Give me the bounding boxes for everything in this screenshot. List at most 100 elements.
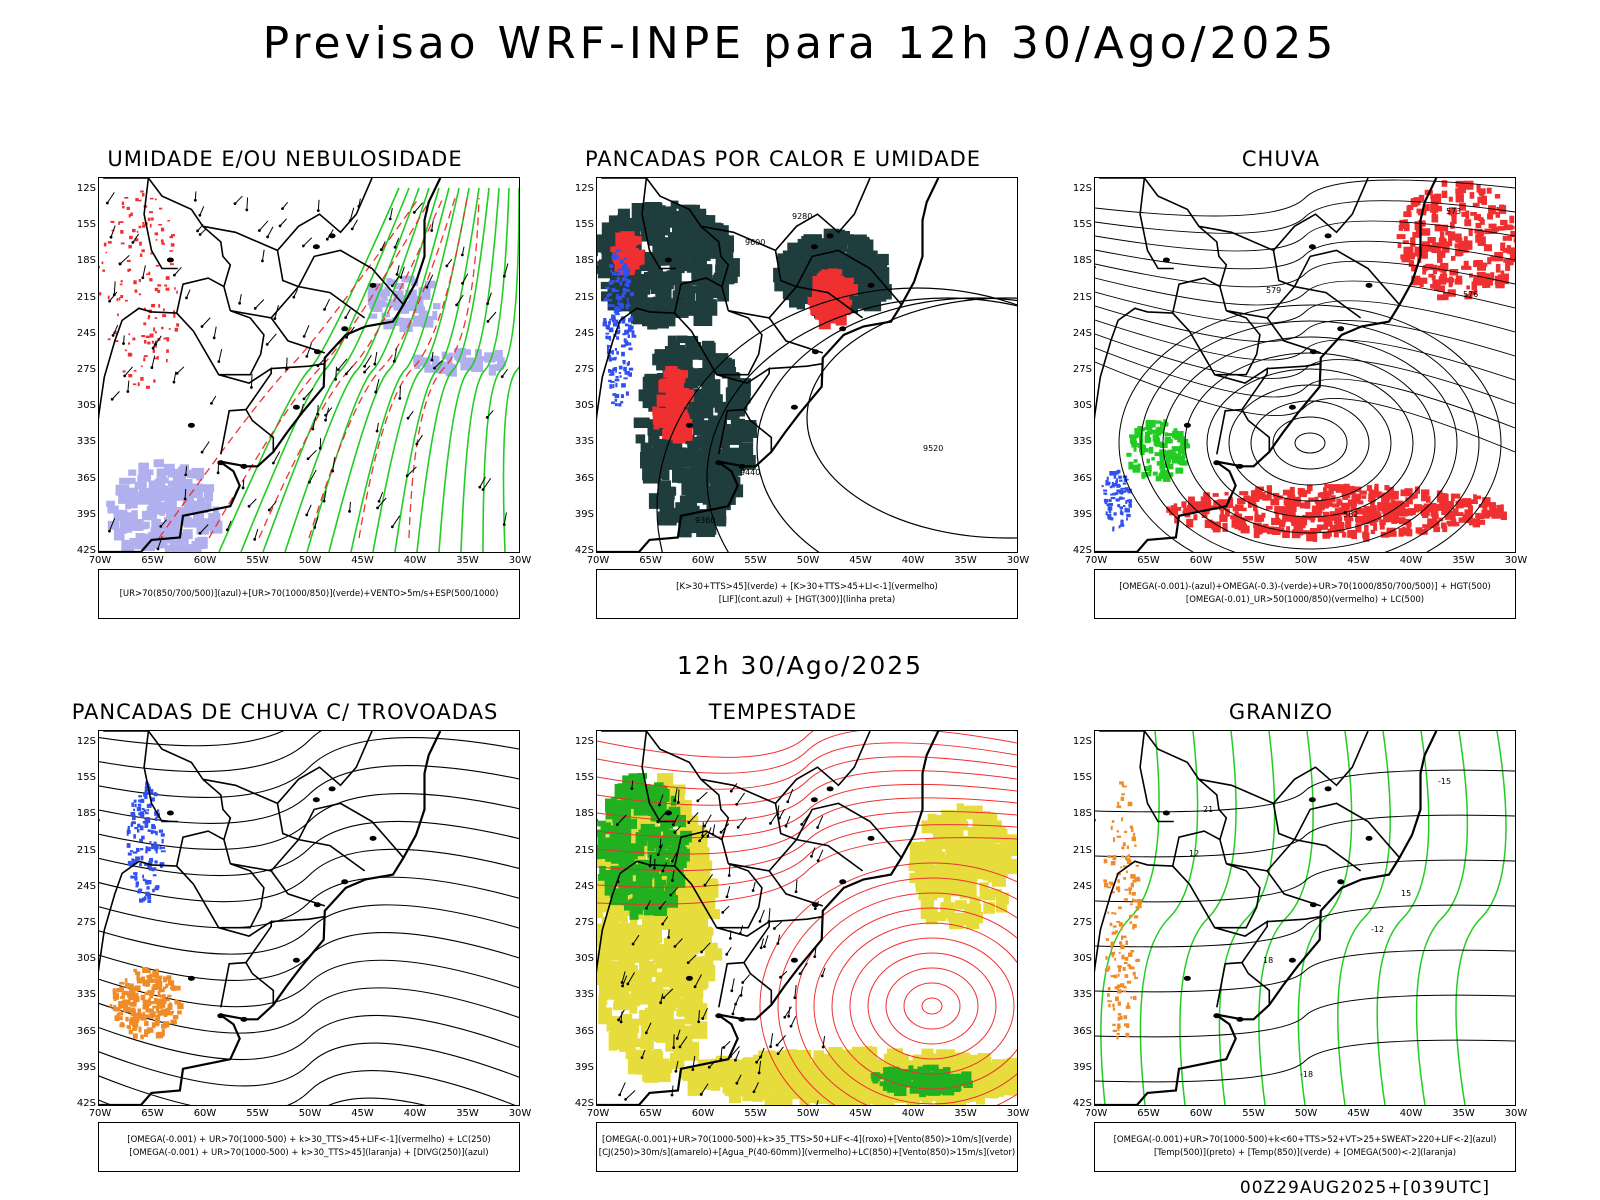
- wind-vector-head: [455, 303, 459, 307]
- wind-850-vector: [756, 1054, 763, 1063]
- wind-850-green-area: [613, 820, 619, 830]
- rain-red-area: [1437, 205, 1443, 212]
- rain-red-area: [1473, 260, 1481, 268]
- convection-orange-area: [148, 1029, 154, 1033]
- streamline-850: [885, 967, 979, 1045]
- wind-850-vector: [821, 967, 826, 977]
- lifted-index-contour: [609, 384, 612, 389]
- humidity-mid-level-area: [412, 315, 422, 327]
- jet-yellow-area: [686, 815, 699, 834]
- omega-orange-area: [1103, 859, 1108, 863]
- thickness-red-dash: [176, 323, 180, 327]
- convection-orange-area: [132, 1033, 138, 1039]
- rain-red-area: [1508, 247, 1515, 255]
- political-border: [270, 317, 326, 354]
- instability-green-area: [661, 271, 680, 282]
- instability-green-area: [738, 394, 748, 411]
- humidity-mid-level-area: [156, 468, 164, 478]
- wind-vector-head: [398, 396, 402, 400]
- instability-green-area: [774, 277, 786, 292]
- lifted-index-contour: [615, 313, 620, 316]
- humidity-mid-level-area: [212, 506, 219, 519]
- lon-tick-label: 40W: [901, 555, 925, 566]
- height-500-contour: [1118, 304, 1502, 552]
- wind-850-green-area: [888, 1077, 901, 1084]
- rain-red-area: [1191, 501, 1202, 511]
- omega-orange-area: [1110, 975, 1115, 978]
- wind-vector-head: [313, 525, 317, 529]
- divergence-blue-area: [142, 878, 146, 882]
- thickness-red-dash: [124, 197, 129, 199]
- wind-vector: [479, 476, 486, 488]
- humidity-mid-level-area: [369, 302, 381, 310]
- convection-orange-area: [128, 987, 133, 993]
- jet-yellow-area: [791, 1079, 809, 1091]
- wind-850-vector-head: [644, 1031, 648, 1035]
- wind-850-vector: [794, 984, 797, 998]
- wind-850-green-area: [647, 888, 659, 902]
- thickness-red-dash: [129, 235, 133, 240]
- wind-vector-head: [210, 402, 213, 405]
- wind-850-vector-head: [719, 830, 723, 834]
- wind-850-vector: [816, 1100, 819, 1105]
- lifted-index-contour: [608, 327, 614, 333]
- rain-red-area: [1476, 184, 1481, 193]
- rain-blue-area: [1110, 517, 1114, 521]
- jet-yellow-area: [664, 937, 674, 946]
- rain-red-area: [1432, 510, 1438, 518]
- height-300-contour: [806, 297, 1017, 539]
- wind-vector-head: [334, 378, 338, 381]
- humidity-mid-level-area: [151, 528, 160, 539]
- thickness-red-dash: [160, 227, 165, 232]
- jet-yellow-area: [991, 1069, 1007, 1078]
- wind-850-green-area: [612, 810, 622, 824]
- thickness-red-dash: [172, 310, 176, 314]
- rain-green-area: [1133, 446, 1137, 452]
- divergence-blue-area: [144, 879, 148, 883]
- rain-blue-area: [1105, 511, 1108, 516]
- wind-vector-head: [216, 471, 220, 475]
- wind-vector-head: [425, 285, 429, 289]
- jet-yellow-area: [695, 975, 707, 991]
- convection-orange-area: [177, 1003, 184, 1010]
- rain-blue-area: [1128, 499, 1133, 504]
- convection-orange-area: [113, 1006, 119, 1010]
- rain-red-area: [1448, 240, 1453, 247]
- convection-orange-area: [135, 1017, 140, 1023]
- omega-orange-area: [1119, 1015, 1123, 1020]
- wind-850-green-area: [676, 848, 690, 862]
- political-border: [99, 860, 177, 973]
- convection-orange-area: [144, 982, 151, 986]
- instability-green-area: [868, 289, 887, 302]
- thickness-red-dash: [102, 269, 106, 272]
- humidity-mid-level-area: [399, 319, 406, 333]
- wind-vector: [393, 348, 398, 362]
- convection-orange-area: [157, 991, 161, 997]
- lifted-index-contour: [611, 288, 616, 293]
- streamline-250: [99, 731, 322, 773]
- lifted-index-contour: [606, 344, 610, 350]
- rain-red-area: [1296, 519, 1303, 524]
- wind-vector: [486, 409, 494, 418]
- humidity-mid-level-area: [150, 506, 160, 515]
- omega-orange-area: [1118, 967, 1121, 973]
- instability-green-area: [668, 232, 676, 240]
- omega-orange-area: [1117, 984, 1121, 988]
- lat-tick-label: 42S: [1072, 545, 1092, 556]
- lon-tick-label: 70W: [586, 1108, 610, 1119]
- instability-green-area: [730, 391, 745, 401]
- map-area: [596, 730, 1018, 1106]
- rain-blue-area: [1119, 479, 1123, 482]
- divergence-blue-area: [156, 815, 160, 819]
- wind-850-green-area: [661, 891, 674, 903]
- rain-red-area: [1479, 192, 1485, 197]
- thickness-red-dash: [128, 268, 132, 272]
- wind-vector-head: [390, 284, 394, 288]
- jet-yellow-area: [933, 864, 953, 883]
- wind-850-vector: [677, 789, 680, 803]
- jet-yellow-area: [597, 971, 609, 980]
- lifted-index-contour: [619, 259, 624, 264]
- omega-orange-area: [1123, 1023, 1127, 1027]
- rain-blue-area: [1116, 478, 1119, 482]
- contour-label: 9440: [740, 468, 760, 477]
